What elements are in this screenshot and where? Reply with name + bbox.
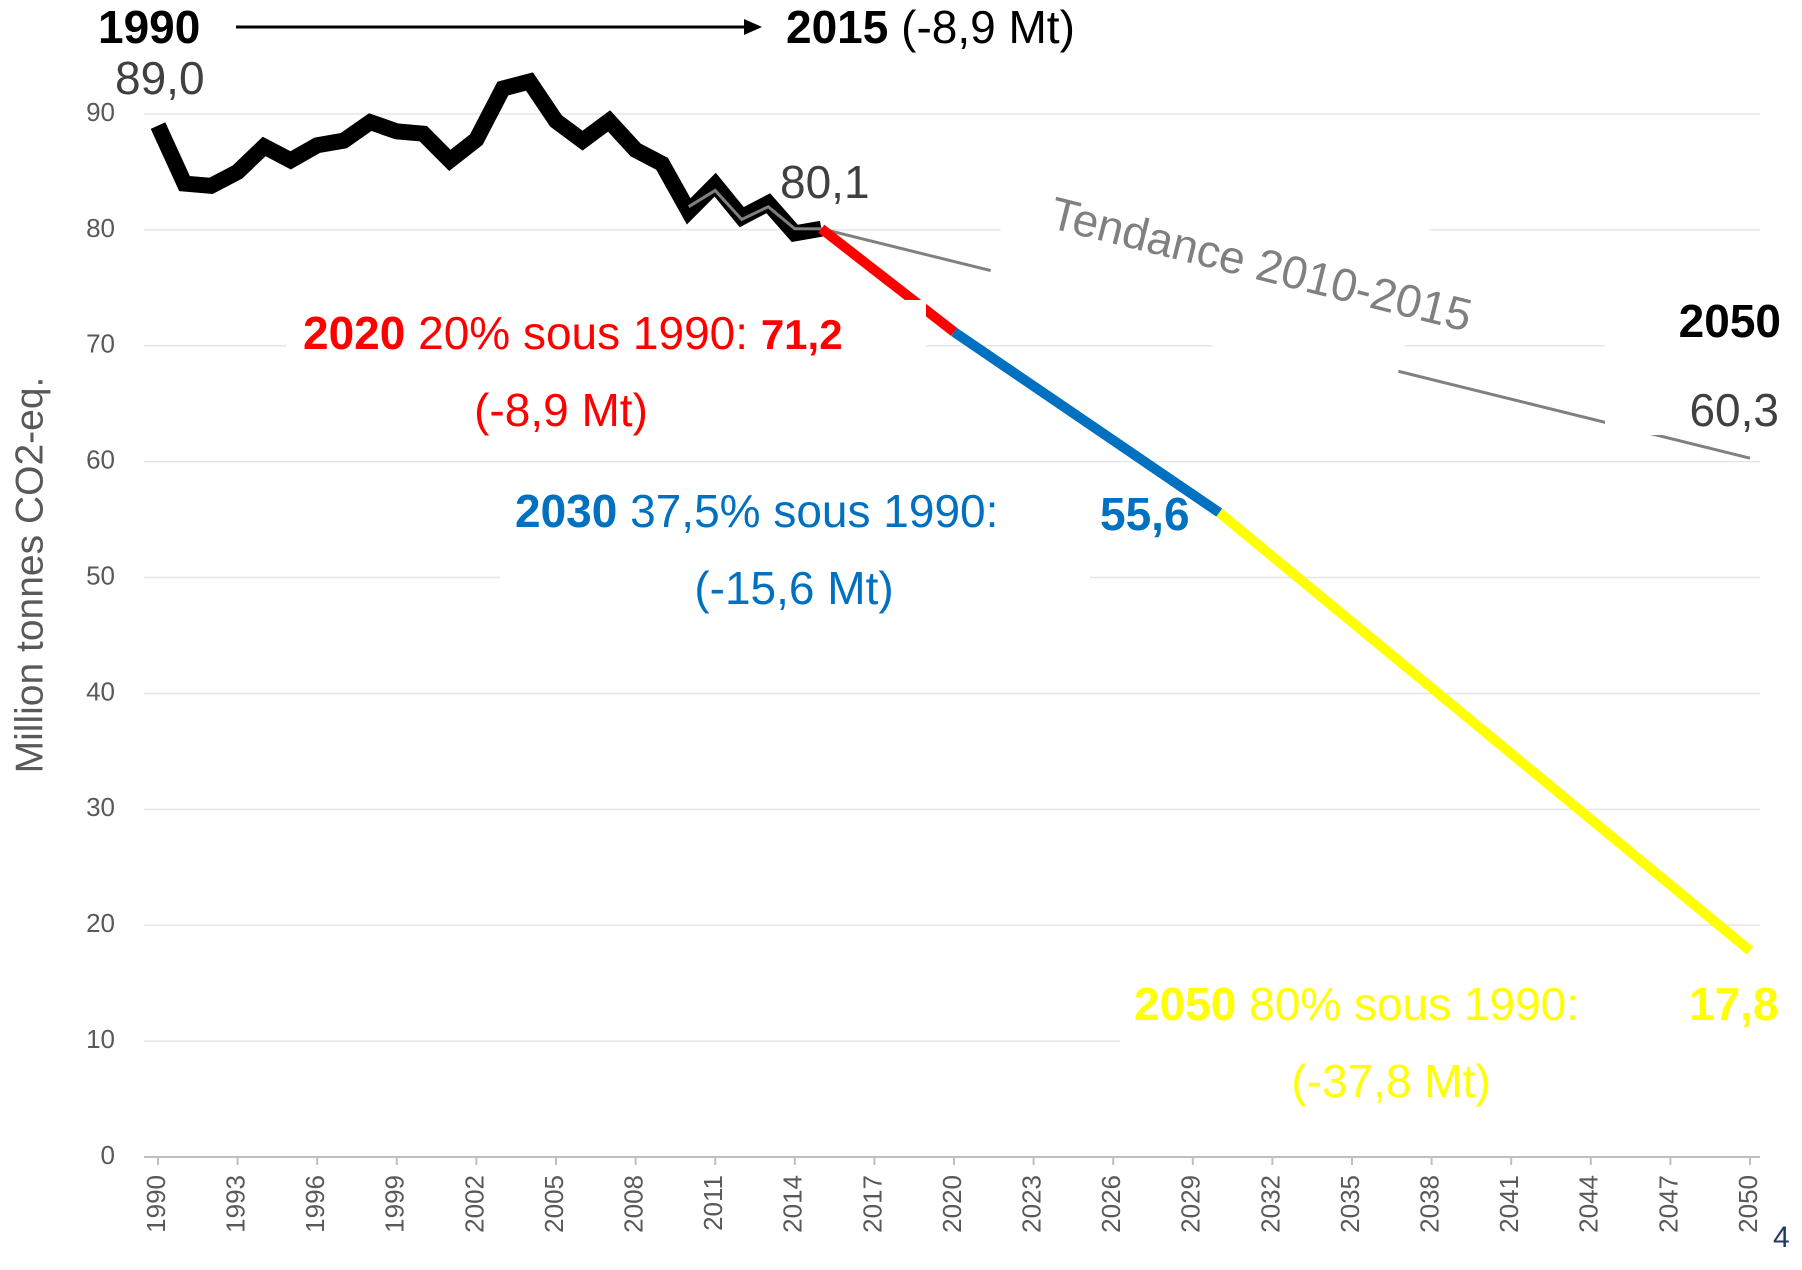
y-tick-label: 40 [86, 676, 115, 706]
target-2020: 2020 20% sous 1990: 71,2 [303, 307, 843, 359]
y-axis-title: Million tonnes CO2-eq. [8, 377, 51, 774]
series-line [1216, 508, 1754, 955]
label-backdrop [1605, 295, 1775, 435]
lines [150, 72, 1754, 955]
y-tick-label: 10 [86, 1024, 115, 1054]
arrow-start: 1990 [98, 1, 200, 53]
x-tick-label: 2041 [1494, 1175, 1524, 1233]
y-tick-label: 20 [86, 908, 115, 938]
x-tick-label: 2017 [857, 1175, 887, 1233]
x-tick-label: 2035 [1335, 1175, 1365, 1233]
y-tick-label: 80 [86, 213, 115, 243]
series-line [150, 72, 823, 243]
arrow-end: 2015 (-8,9 Mt) [786, 1, 1075, 53]
y-tick-label: 70 [86, 329, 115, 359]
value-label: 80,1 [780, 156, 870, 208]
value-label: 89,0 [115, 52, 205, 104]
target-text: 80% sous 1990: [1249, 978, 1579, 1030]
x-tick-label: 1990 [141, 1175, 171, 1233]
y-tick-label: 50 [86, 560, 115, 590]
target-change: (-37,8 Mt) [1291, 1055, 1490, 1107]
y-tick-label: 30 [86, 792, 115, 822]
label-backdrop [1120, 970, 1780, 1110]
target-text: 37,5% sous 1990: [630, 485, 998, 537]
x-tick-label: 2038 [1414, 1175, 1444, 1233]
target-year: 2030 [515, 485, 617, 537]
y-tick-label: 90 [86, 97, 115, 127]
target-2050: 2050 80% sous 1990: [1134, 978, 1579, 1030]
y-tick-label: 0 [101, 1140, 115, 1170]
value-label: 55,6 [1100, 488, 1190, 540]
series-line [818, 224, 958, 336]
arrow-head [744, 19, 762, 35]
target-year: 2050 [1134, 978, 1236, 1030]
x-tick-label: 2014 [778, 1175, 808, 1233]
trend-end-year: 2050 [1679, 295, 1781, 347]
x-tick-label: 2020 [937, 1175, 967, 1233]
x-tick-label: 2044 [1574, 1175, 1604, 1233]
x-tick-label: 2029 [1176, 1175, 1206, 1233]
x-tick-label: 2008 [618, 1175, 648, 1233]
x-tick-label: 2050 [1733, 1175, 1763, 1233]
target-year: 2020 [303, 307, 405, 359]
page-number: 4 [1773, 1221, 1790, 1254]
arrow-end-year: 2015 [786, 1, 888, 53]
x-tick-label: 2032 [1255, 1175, 1285, 1233]
x-tick-label: 1999 [380, 1175, 410, 1233]
x-tick-label: 2005 [539, 1175, 569, 1233]
x-tick-label: 2047 [1653, 1175, 1683, 1233]
annotations: 1990 2015 (-8,9 Mt) 89,0 80,1 Tendance 2… [8, 1, 1789, 1254]
arrow-change: (-8,9 Mt) [901, 1, 1075, 53]
target-change: (-15,6 Mt) [694, 562, 893, 614]
label-backdrop [985, 129, 1434, 391]
value-label: 60,3 [1689, 384, 1779, 436]
x-tick-label: 1993 [220, 1175, 250, 1233]
series-line [951, 327, 1223, 517]
y-tick-label: 60 [86, 445, 115, 475]
x-tick-label: 2011 [698, 1175, 728, 1231]
target-change: (-8,9 Mt) [474, 384, 648, 436]
x-tick-label: 2026 [1096, 1175, 1126, 1233]
value-label: 17,8 [1689, 978, 1779, 1030]
x-tick-label: 2002 [459, 1175, 489, 1233]
x-tick-label: 2023 [1016, 1175, 1046, 1233]
target-text: 20% sous 1990: [418, 307, 748, 359]
label-backdrop [286, 300, 926, 460]
label-backdrop [500, 480, 1090, 625]
value-label: 71,2 [761, 311, 843, 358]
x-tick-label: 1996 [300, 1175, 330, 1233]
target-2030: 2030 37,5% sous 1990: [515, 485, 998, 537]
